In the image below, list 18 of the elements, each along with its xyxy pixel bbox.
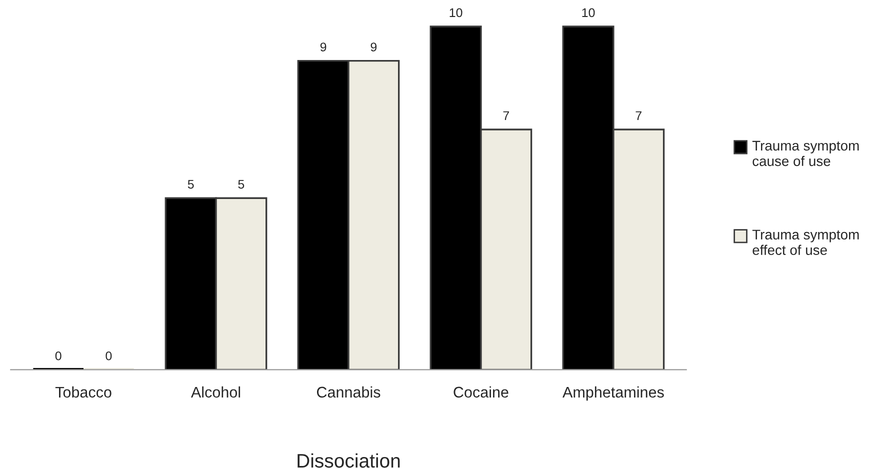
data-label: 0 [55,351,62,360]
x-tick-label: Tobacco [55,386,112,398]
legend-label: Trauma symptom effect of use [752,230,859,255]
data-label: 5 [188,180,194,189]
data-label: 9 [370,42,377,52]
data-label: 0 [106,351,112,360]
x-tick-label: Amphetamines [562,386,664,401]
data-label: 10 [450,8,462,18]
x-tick-label: Alcohol [190,386,240,398]
data-label: 7 [503,111,509,120]
legend-label: Trauma symptom cause of use [752,140,859,166]
x-axis-title: Dissociation [298,453,400,468]
x-tick-label: Cannabis [316,386,380,398]
data-label: 7 [636,111,642,120]
x-tick-label: Cocaine [454,386,508,398]
data-label: 10 [582,8,595,18]
data-label: 5 [238,180,244,189]
data-label: 9 [320,42,326,52]
